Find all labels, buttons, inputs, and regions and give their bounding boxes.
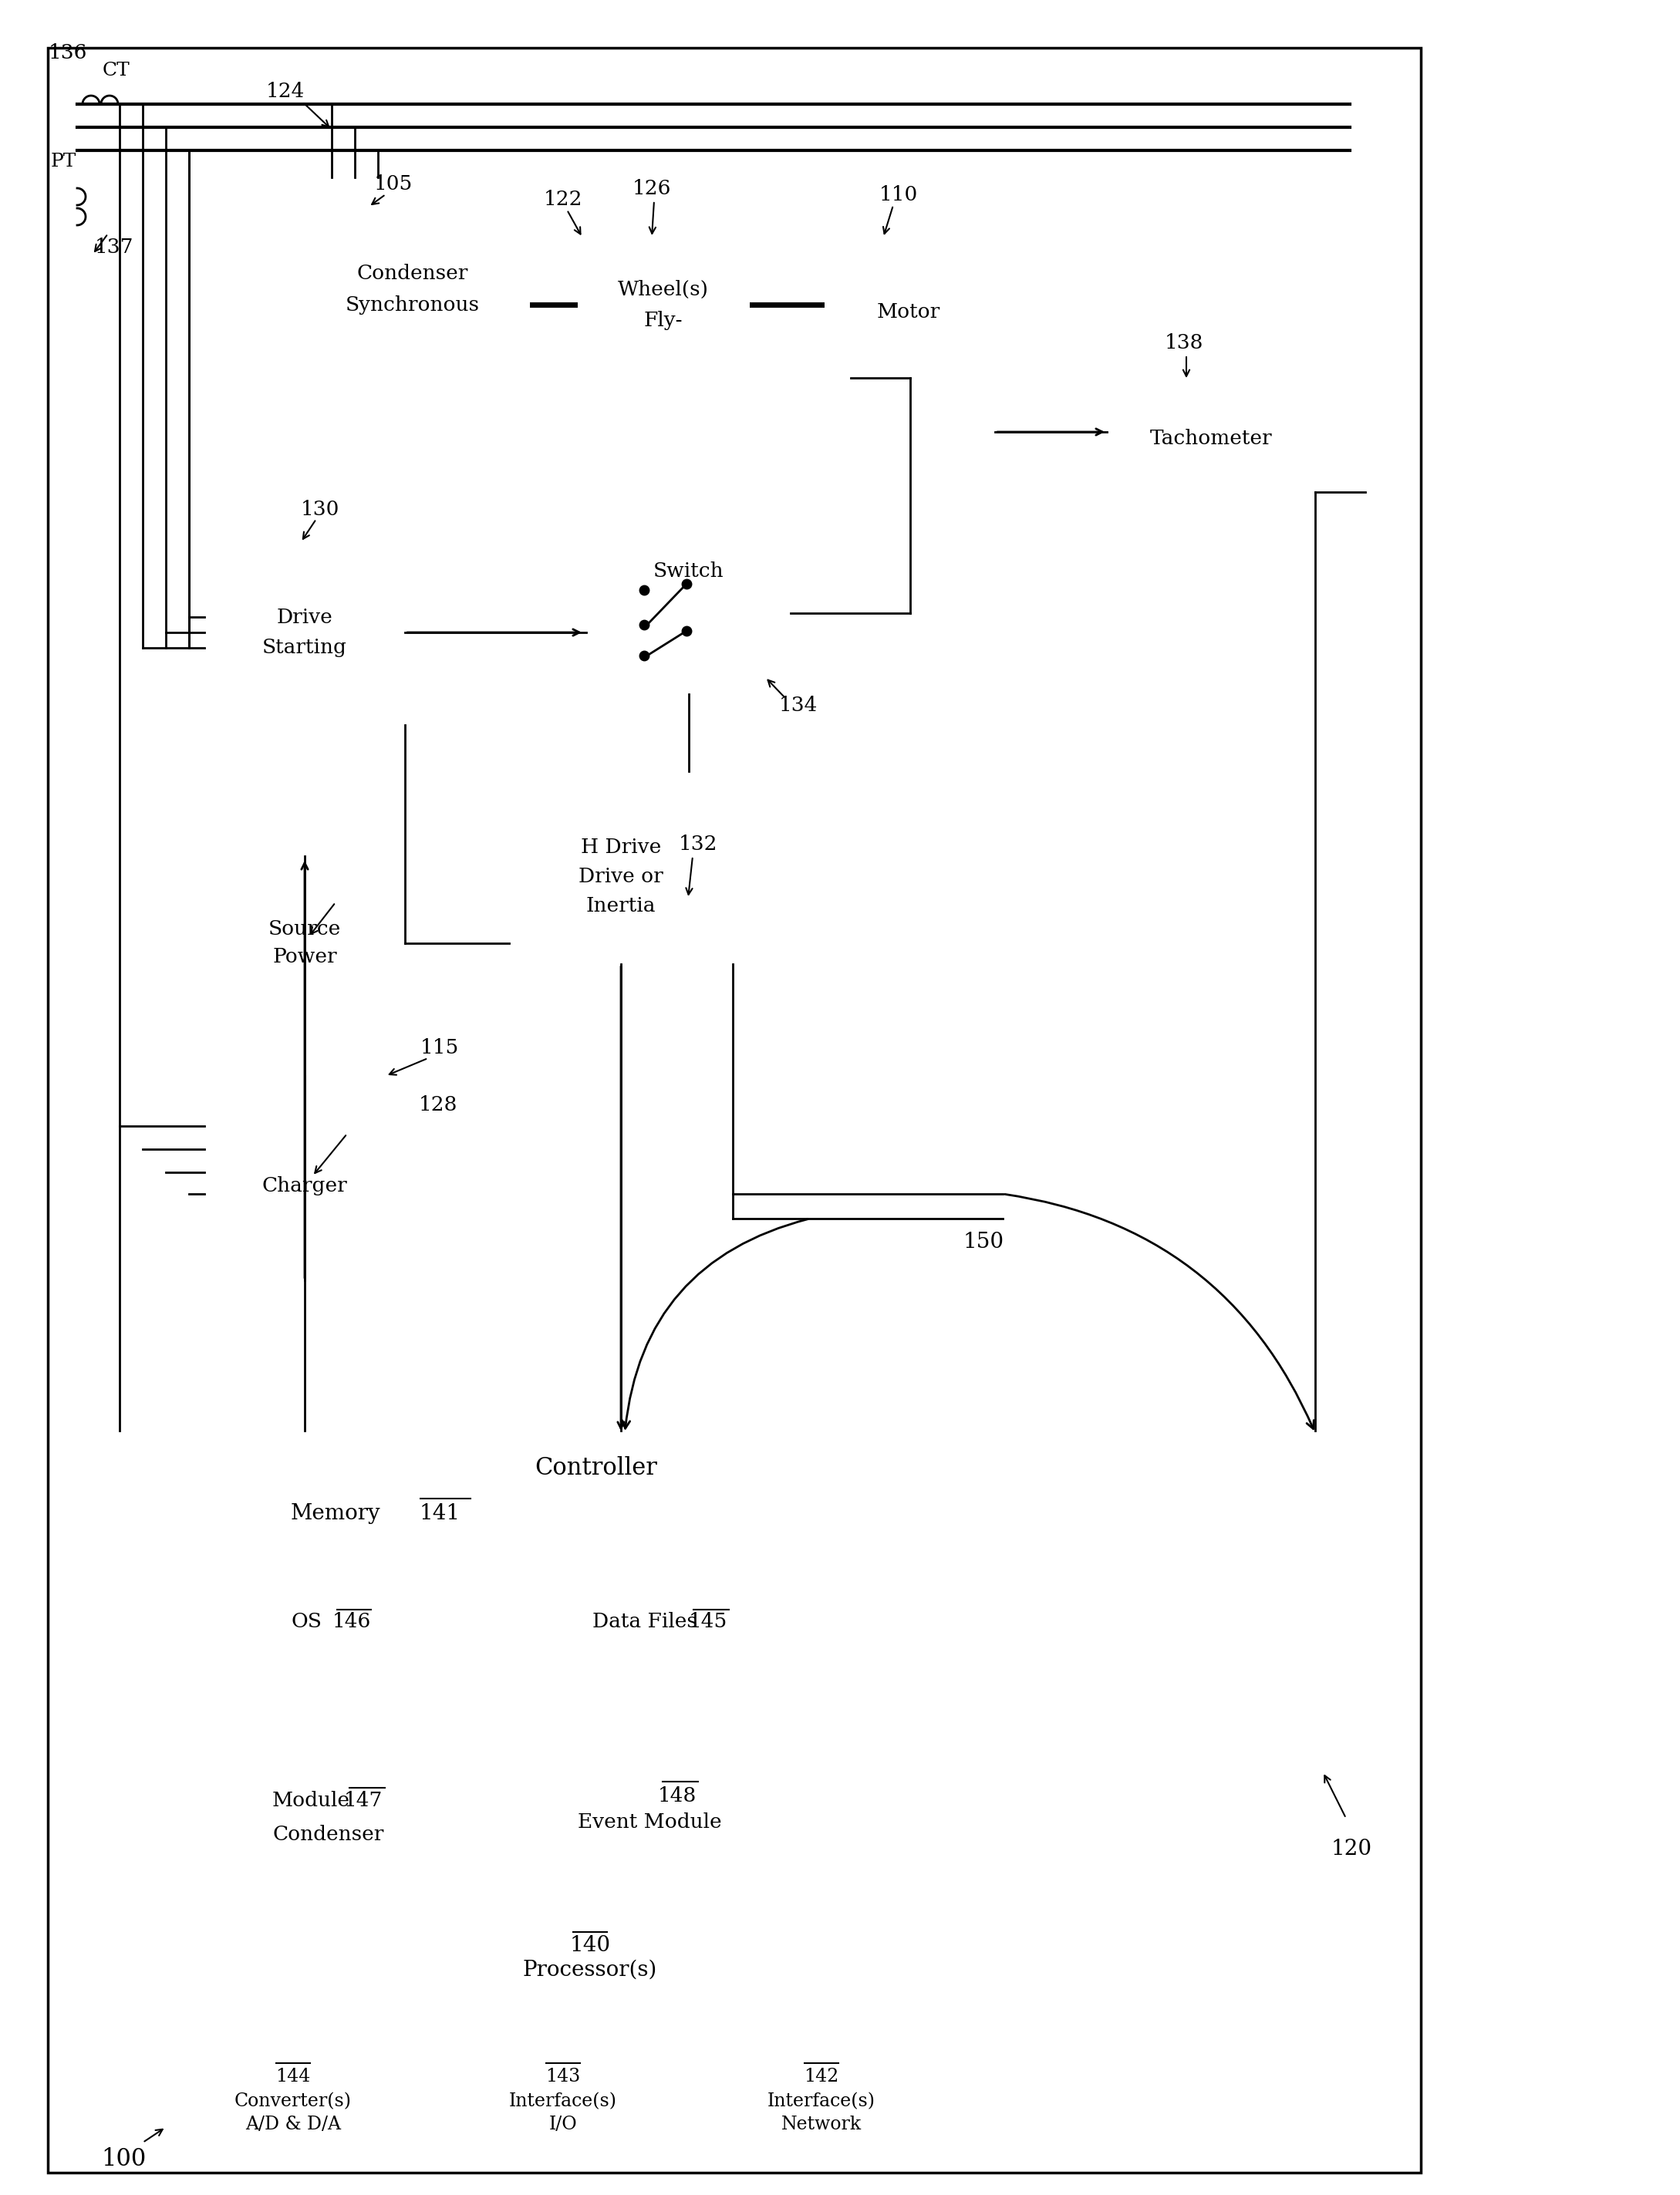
Bar <box>192 1543 465 1690</box>
FancyArrowPatch shape <box>622 1218 808 1429</box>
Bar <box>524 1736 798 1890</box>
Ellipse shape <box>822 360 995 389</box>
Text: Source: Source <box>269 920 341 939</box>
Bar <box>208 544 400 720</box>
Bar <box>509 770 732 964</box>
Text: 146: 146 <box>333 1613 371 1631</box>
Text: Switch: Switch <box>654 562 724 579</box>
Text: Interface(s): Interface(s) <box>768 2092 875 2109</box>
Text: 110: 110 <box>879 184 917 204</box>
Bar <box>575 235 753 373</box>
Text: CT: CT <box>102 61 129 79</box>
Text: Condenser: Condenser <box>356 263 469 283</box>
Bar <box>205 540 405 724</box>
Text: Wheel(s): Wheel(s) <box>618 279 709 299</box>
Text: 142: 142 <box>805 2068 838 2085</box>
Text: I/O: I/O <box>549 2116 578 2134</box>
Text: Tachometer: Tachometer <box>1149 430 1272 448</box>
Ellipse shape <box>292 187 533 222</box>
Text: 140: 140 <box>570 1936 610 1956</box>
Bar <box>208 1080 400 1275</box>
Bar <box>586 531 791 694</box>
Bar <box>995 274 1025 336</box>
Text: Network: Network <box>781 2116 862 2134</box>
Bar <box>47 48 1421 2173</box>
Text: Event Module: Event Module <box>578 1813 722 1831</box>
Text: 143: 143 <box>546 2068 581 2085</box>
Ellipse shape <box>575 220 753 250</box>
Text: A/D & D/A: A/D & D/A <box>245 2116 341 2134</box>
Bar <box>166 1484 1015 1921</box>
Text: 136: 136 <box>49 44 87 61</box>
Ellipse shape <box>575 360 753 389</box>
Text: Synchronous: Synchronous <box>346 294 480 314</box>
Ellipse shape <box>292 349 533 384</box>
Text: Starting: Starting <box>262 639 348 658</box>
Bar <box>514 775 727 959</box>
Text: 132: 132 <box>679 834 717 854</box>
Text: PT: PT <box>50 154 76 171</box>
Text: 144: 144 <box>276 2068 311 2085</box>
Text: Power: Power <box>272 946 338 966</box>
Text: 147: 147 <box>343 1791 383 1811</box>
Text: 124: 124 <box>265 81 304 101</box>
Bar <box>706 2033 937 2166</box>
Bar <box>205 856 405 1029</box>
Bar <box>208 860 400 1025</box>
Bar <box>459 2033 667 2166</box>
Text: Motor: Motor <box>877 303 941 323</box>
Text: OS: OS <box>291 1613 323 1631</box>
Text: 141: 141 <box>420 1504 460 1523</box>
Text: 150: 150 <box>963 1231 1005 1251</box>
FancyArrowPatch shape <box>1005 1194 1314 1429</box>
Text: Data Files: Data Files <box>591 1613 697 1631</box>
Ellipse shape <box>822 220 995 250</box>
Text: 115: 115 <box>420 1038 459 1058</box>
Bar <box>822 235 995 373</box>
Text: Fly-: Fly- <box>643 309 682 329</box>
Text: 137: 137 <box>94 237 134 257</box>
Bar <box>119 1431 1319 2114</box>
Text: 145: 145 <box>689 1613 727 1631</box>
Text: Module: Module <box>272 1791 349 1811</box>
Bar <box>166 1916 1015 2006</box>
Text: Memory: Memory <box>291 1504 380 1523</box>
Text: 148: 148 <box>657 1787 696 1804</box>
Text: Converter(s): Converter(s) <box>235 2092 351 2109</box>
Text: H Drive: H Drive <box>581 838 662 858</box>
Bar <box>591 538 786 689</box>
Text: 130: 130 <box>301 500 339 518</box>
Bar <box>205 1076 405 1280</box>
Text: Drive: Drive <box>277 608 333 626</box>
Text: Inertia: Inertia <box>586 896 655 915</box>
Text: Controller: Controller <box>534 1455 657 1479</box>
Text: 128: 128 <box>418 1095 457 1115</box>
Text: 134: 134 <box>780 696 818 716</box>
Text: 100: 100 <box>101 2147 146 2171</box>
Bar <box>1107 378 1315 492</box>
Bar <box>166 2033 420 2166</box>
Text: Processor(s): Processor(s) <box>522 1960 657 1980</box>
Text: Charger: Charger <box>262 1177 348 1196</box>
Text: Interface(s): Interface(s) <box>509 2092 617 2109</box>
Text: 126: 126 <box>632 180 672 198</box>
Text: 105: 105 <box>375 173 413 193</box>
Text: Drive or: Drive or <box>578 867 664 887</box>
Bar <box>292 204 533 367</box>
Text: 120: 120 <box>1331 1839 1373 1859</box>
Bar <box>192 1736 465 1890</box>
Bar <box>524 1543 798 1690</box>
Text: Condenser: Condenser <box>272 1824 385 1844</box>
Text: 138: 138 <box>1164 334 1203 353</box>
Text: 122: 122 <box>544 189 583 209</box>
